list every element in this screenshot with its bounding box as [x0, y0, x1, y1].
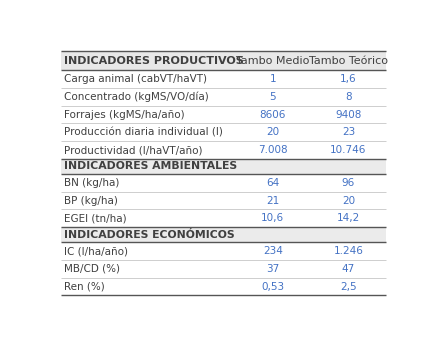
Text: INDICADORES AMBIENTALES: INDICADORES AMBIENTALES	[64, 162, 237, 171]
Text: Carga animal (cabVT/haVT): Carga animal (cabVT/haVT)	[64, 74, 207, 84]
Bar	[61, 124, 386, 141]
Bar	[61, 227, 386, 242]
Text: 1: 1	[269, 74, 276, 84]
Text: BP (kg/ha): BP (kg/ha)	[64, 196, 117, 206]
Text: Producción diaria individual (l): Producción diaria individual (l)	[64, 127, 223, 137]
Text: 64: 64	[266, 178, 279, 188]
Text: 0,53: 0,53	[261, 282, 284, 291]
Text: INDICADORES PRODUCTIVOS: INDICADORES PRODUCTIVOS	[64, 55, 243, 66]
Text: 37: 37	[266, 264, 279, 274]
Bar	[61, 70, 386, 88]
Text: 234: 234	[263, 246, 283, 256]
Text: IC (l/ha/año): IC (l/ha/año)	[64, 246, 128, 256]
Text: Productividad (l/haVT/año): Productividad (l/haVT/año)	[64, 145, 202, 155]
Bar	[61, 51, 386, 70]
Text: 8606: 8606	[259, 110, 286, 120]
Text: 2,5: 2,5	[340, 282, 357, 291]
Bar	[61, 278, 386, 295]
Text: 1,6: 1,6	[340, 74, 357, 84]
Text: 96: 96	[342, 178, 355, 188]
Bar	[61, 141, 386, 159]
Bar	[61, 106, 386, 124]
Text: 47: 47	[342, 264, 355, 274]
Text: Concentrado (kgMS/VO/día): Concentrado (kgMS/VO/día)	[64, 92, 208, 102]
Text: 5: 5	[269, 92, 276, 102]
Bar	[61, 260, 386, 278]
Text: BN (kg/ha): BN (kg/ha)	[64, 178, 119, 188]
Text: 1.246: 1.246	[333, 246, 363, 256]
Text: 10.746: 10.746	[330, 145, 367, 155]
Text: 20: 20	[342, 196, 355, 206]
Text: 14,2: 14,2	[337, 213, 360, 223]
Text: MB/CD (%): MB/CD (%)	[64, 264, 120, 274]
Text: INDICADORES ECONÓMICOS: INDICADORES ECONÓMICOS	[64, 230, 234, 240]
Text: EGEI (tn/ha): EGEI (tn/ha)	[64, 213, 126, 223]
Text: 9408: 9408	[335, 110, 362, 120]
Text: 10,6: 10,6	[261, 213, 284, 223]
Text: Forrajes (kgMS/ha/año): Forrajes (kgMS/ha/año)	[64, 110, 184, 120]
Bar	[61, 88, 386, 106]
Bar	[61, 192, 386, 209]
Text: Tambo Medio: Tambo Medio	[236, 55, 310, 66]
Bar	[61, 242, 386, 260]
Text: Tambo Teórico: Tambo Teórico	[309, 55, 388, 66]
Bar	[61, 159, 386, 174]
Text: 20: 20	[266, 127, 279, 137]
Text: 21: 21	[266, 196, 279, 206]
Text: Ren (%): Ren (%)	[64, 282, 104, 291]
Bar	[61, 174, 386, 192]
Text: 8: 8	[345, 92, 352, 102]
Text: 23: 23	[342, 127, 355, 137]
Bar	[61, 209, 386, 227]
Text: 7.008: 7.008	[258, 145, 288, 155]
